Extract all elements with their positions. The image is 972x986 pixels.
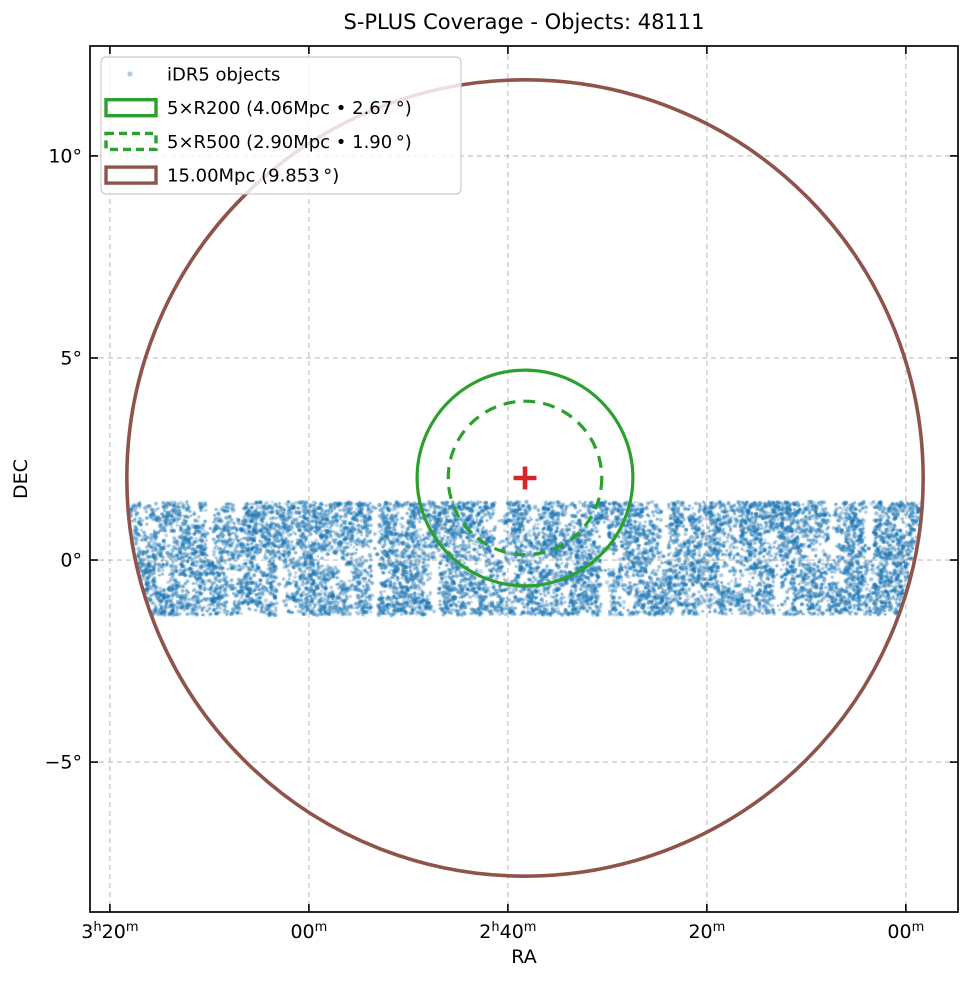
chart-title: S-PLUS Coverage - Objects: 48111 bbox=[343, 10, 704, 34]
x-tick-label: 00m bbox=[887, 920, 924, 943]
r200-circle bbox=[415, 368, 635, 588]
tick-marks bbox=[90, 46, 958, 912]
y-tick-label: 5° bbox=[60, 347, 82, 369]
x-axis-label: RA bbox=[511, 946, 536, 968]
cluster-center-marker bbox=[513, 466, 537, 490]
legend-item-label: iDR5 objects bbox=[167, 65, 280, 86]
y-tick-label: 0° bbox=[60, 550, 82, 572]
tick-labels: 3h20m 00m 2h40m 20m 00m 10° 5° 0° −5° bbox=[44, 145, 924, 943]
plot-area-border bbox=[89, 45, 959, 913]
mpc15-circle bbox=[125, 78, 925, 878]
aperture-circles bbox=[125, 78, 925, 878]
legend-key-rect-solid bbox=[104, 165, 158, 185]
legend-key-rect-dashed bbox=[104, 131, 158, 152]
legend-item-label: 5×R500 (2.90Mpc • 1.90 °) bbox=[167, 132, 412, 153]
x-tick-label: 3h20m bbox=[81, 920, 138, 943]
y-tick-label: 10° bbox=[48, 145, 82, 167]
legend-box bbox=[100, 56, 462, 195]
legend-key-scatter-dot bbox=[127, 71, 133, 77]
y-axis-label: DEC bbox=[10, 459, 32, 499]
legend-key-rect-solid bbox=[104, 97, 158, 118]
legend: iDR5 objects 5×R200 (4.06Mpc • 2.67 °) 5×R… bbox=[100, 56, 462, 195]
y-tick-label: −5° bbox=[44, 752, 82, 774]
x-tick-label: 00m bbox=[290, 920, 327, 943]
x-tick-label: 20m bbox=[688, 920, 725, 943]
legend-item-label: 15.00Mpc (9.853 °) bbox=[167, 166, 339, 187]
x-tick-label: 2h40m bbox=[479, 920, 536, 943]
legend-item-label: 5×R200 (4.06Mpc • 2.67 °) bbox=[167, 98, 412, 119]
r500-circle bbox=[446, 399, 604, 557]
